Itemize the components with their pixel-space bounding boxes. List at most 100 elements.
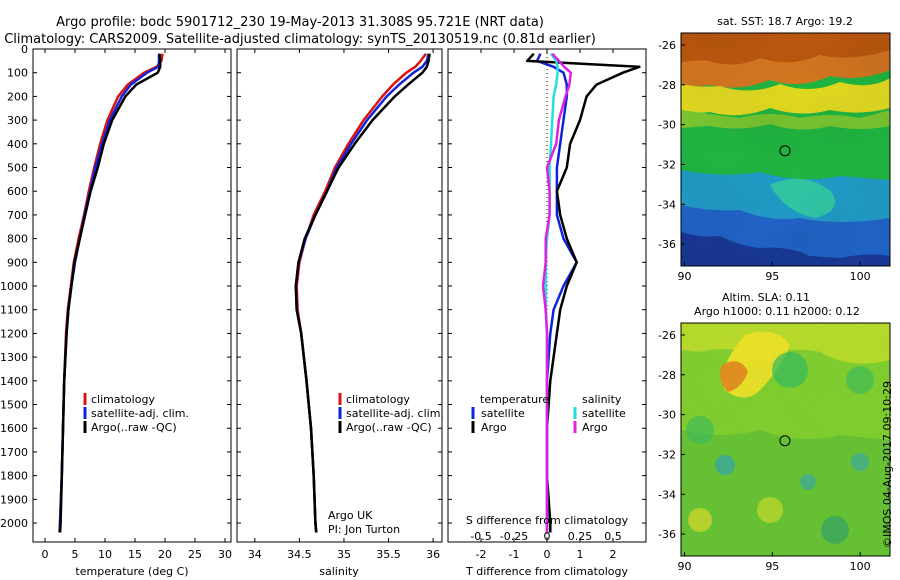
lat-tick-label: -26: [658, 329, 676, 342]
header-line-1: Argo profile: bodc 5901712_230 19-May-20…: [56, 15, 544, 30]
lat-tick-label: -30: [658, 119, 676, 132]
sla-map-subtitle: Argo h1000: 0.11 h2000: 0.12: [694, 305, 860, 318]
depth-tick-label: 2000: [0, 517, 28, 530]
depth-tick-label: 1500: [0, 399, 28, 412]
salinity-plot: 34 34.5 35 35.5 36: [248, 49, 440, 561]
difference-xlabel-top: S difference from climatology: [466, 514, 629, 527]
depth-tick-label: 1800: [0, 470, 28, 483]
series-S_argo: [541, 52, 573, 533]
lat-tick-label: -26: [658, 39, 676, 52]
header-line-2: Climatology: CARS2009. Satellite-adjuste…: [4, 32, 596, 47]
depth-tick-label: 800: [7, 233, 28, 246]
lat-tick-label: -34: [658, 198, 676, 211]
depth-axis: 0 100 200 300 400 500 600 700 800 900 1000 1100 1200…: [0, 43, 646, 530]
top-tick-label: 0.5: [604, 530, 622, 543]
legend-label-satellite: satellite-adj. clim.: [346, 407, 444, 420]
depth-tick-label: 1700: [0, 446, 28, 459]
legend-label-t-argo: Argo: [481, 421, 507, 434]
lon-tick-label: 90: [678, 560, 692, 573]
x-tick-label: -1: [509, 548, 520, 561]
x-tick-label: 1: [577, 548, 584, 561]
depth-tick-label: 1400: [0, 375, 28, 388]
depth-tick-label: 200: [7, 90, 28, 103]
depth-tick-label: 1000: [0, 280, 28, 293]
sst-map-title: sat. SST: 18.7 Argo: 19.2: [717, 15, 853, 28]
x-tick-label: 20: [158, 548, 172, 561]
lon-tick-label: 95: [765, 560, 779, 573]
legend-label-t-satellite: satellite: [481, 407, 525, 420]
depth-tick-label: 100: [7, 67, 28, 80]
argo-location-marker: [779, 145, 791, 157]
depth-tick-label: 700: [7, 209, 28, 222]
legend-label-s-argo: Argo: [582, 421, 608, 434]
sst-field: [681, 33, 890, 266]
depth-tick-label: 1100: [0, 304, 28, 317]
x-tick-label: 34: [248, 548, 262, 561]
x-tick-label: 15: [128, 548, 142, 561]
lat-tick-label: -36: [658, 238, 676, 251]
depth-tick-label: 500: [7, 162, 28, 175]
top-tick-label: -0.5: [470, 530, 491, 543]
lat-tick-label: -36: [658, 528, 676, 541]
x-tick-label: 35.5: [376, 548, 401, 561]
difference-legend: temperature salinity satellite Argo sate…: [471, 393, 626, 434]
depth-tick-label: 1600: [0, 422, 28, 435]
x-tick-label: 30: [218, 548, 232, 561]
temperature-xlabel: temperature (deg C): [75, 565, 188, 578]
depth-tick-label: 600: [7, 185, 28, 198]
sla-map-frame: [680, 322, 891, 557]
legend-title-salinity: salinity: [582, 393, 622, 406]
depth-tick-label: 300: [7, 114, 28, 127]
lat-tick-label: -30: [658, 409, 676, 422]
x-tick-label: 2: [610, 548, 617, 561]
depth-tick-label: 900: [7, 256, 28, 269]
pi-label: PI: Jon Turton: [328, 523, 400, 536]
depth-tick-label: 0: [21, 43, 28, 56]
sst-map-axes: 90 95 100 -26 -28 -30 -32 -34 -36: [658, 39, 871, 283]
x-tick-label: 0: [42, 548, 49, 561]
top-tick-label: 0: [544, 530, 551, 543]
legend-label-s-satellite: satellite: [582, 407, 626, 420]
lat-tick-label: -28: [658, 369, 676, 382]
x-tick-label: 5: [72, 548, 79, 561]
lat-tick-label: -32: [658, 158, 676, 171]
sla-map-title: Altim. SLA: 0.11: [722, 291, 810, 304]
temperature-plot: 0 5 10 15 20 25 30: [42, 49, 232, 561]
sla-field: [681, 323, 890, 556]
copyright-stamp: ©IMOS 04-Aug-2017 09:10:29: [881, 381, 894, 548]
series-argo: [58, 53, 162, 533]
salinity-plot-frame: [236, 48, 443, 543]
difference-xlabel: T difference from climatology: [465, 565, 628, 578]
salinity-xlabel: salinity: [319, 565, 359, 578]
legend-title-temperature: temperature: [480, 393, 549, 406]
argo-location-marker: [779, 435, 791, 447]
lon-tick-label: 95: [765, 270, 779, 283]
lon-tick-label: 100: [850, 560, 871, 573]
depth-tick-label: 1300: [0, 351, 28, 364]
lon-tick-label: 100: [850, 270, 871, 283]
x-tick-label: 34.5: [287, 548, 312, 561]
x-tick-label: 35: [337, 548, 351, 561]
legend-label-argo: Argo(..raw -QC): [346, 421, 432, 434]
x-tick-label: 0: [544, 548, 551, 561]
top-tick-label: -0.25: [500, 530, 528, 543]
depth-tick-label: 1900: [0, 493, 28, 506]
sla-map: Altim. SLA: 0.11 Argo h1000: 0.11 h2000:…: [658, 291, 891, 573]
depth-tick-label: 400: [7, 138, 28, 151]
temperature-legend: climatology satellite-adj. clim. Argo(..…: [83, 393, 189, 434]
legend-label-climatology: climatology: [346, 393, 410, 406]
lat-tick-label: -34: [658, 488, 676, 501]
sla-map-axes: 90 95 100 -26 -28 -30 -32 -34 -36: [658, 329, 871, 573]
x-tick-label: 36: [426, 548, 440, 561]
difference-plot: -2 -1 0 1 2 -0.5 -0.25 0 0.25 0.5: [470, 49, 641, 561]
sst-map: sat. SST: 18.7 Argo: 19.2 90 95 100 -26 -28 -…: [658, 15, 891, 283]
depth-tick-label: 1200: [0, 327, 28, 340]
institution-label: Argo UK: [328, 509, 373, 522]
x-tick-label: 10: [98, 548, 112, 561]
x-tick-label: 25: [188, 548, 202, 561]
series-satellite: [294, 53, 430, 533]
series-climatology: [295, 52, 428, 533]
legend-label-climatology: climatology: [91, 393, 155, 406]
temperature-plot-frame: [32, 48, 232, 543]
